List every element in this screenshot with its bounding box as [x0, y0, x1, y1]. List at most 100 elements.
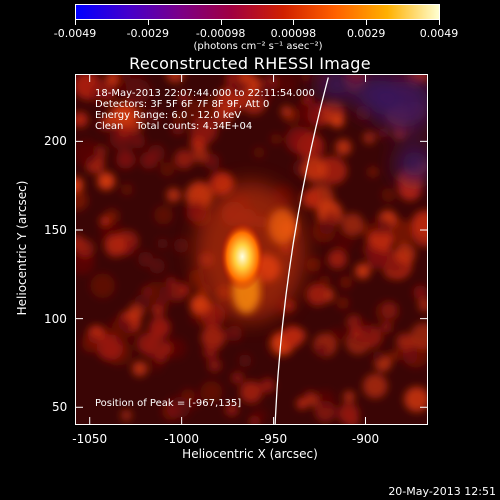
negative-blob	[317, 74, 353, 102]
x-tick-label: -950	[259, 432, 288, 446]
emission-blob	[189, 116, 218, 145]
emission-blob	[367, 249, 387, 269]
emission-blob	[388, 219, 415, 245]
emission-blob	[238, 74, 252, 84]
x-tick-label: -900	[351, 432, 380, 446]
detectors-text: Detectors: 3F 5F 6F 7F 8F 9F, Att 0	[95, 99, 270, 110]
emission-blob	[130, 133, 146, 149]
x-tick-label: -1000	[164, 432, 200, 446]
emission-blob	[159, 285, 172, 298]
emission-blob	[281, 325, 304, 348]
emission-blob	[212, 104, 234, 125]
colorbar-tick	[293, 20, 295, 25]
emission-blob	[320, 100, 345, 125]
emission-blob	[164, 337, 187, 360]
emission-blob	[156, 237, 169, 250]
emission-blob	[97, 172, 116, 190]
y-tick-label: 50	[52, 400, 68, 415]
emission-blob	[162, 402, 180, 421]
emission-blob	[252, 407, 268, 423]
emission-blob	[295, 98, 324, 126]
flare-core	[220, 222, 265, 291]
emission-blob	[204, 153, 220, 170]
emission-blob	[201, 325, 226, 350]
clean-counts-text: Clean Total counts: 4.34E+04	[95, 121, 253, 132]
emission-blob	[395, 243, 416, 264]
emission-blob	[367, 166, 379, 178]
emission-blob	[183, 391, 201, 409]
emission-blob	[231, 371, 244, 384]
emission-blob	[116, 329, 133, 346]
emission-blob	[75, 190, 88, 211]
emission-blob	[154, 350, 168, 363]
emission-blob	[149, 258, 166, 274]
emission-blob	[167, 281, 188, 302]
emission-blob	[189, 313, 201, 324]
y-tick-label: 150	[44, 223, 67, 237]
emission-blob	[160, 161, 175, 177]
colorbar	[75, 4, 440, 20]
emission-blob	[200, 380, 223, 404]
emission-blob	[75, 177, 84, 193]
emission-blob	[418, 298, 428, 312]
emission-blob	[186, 202, 207, 223]
emission-blob	[145, 108, 161, 123]
colorbar-tick	[220, 20, 222, 25]
emission-blob	[306, 257, 321, 272]
emission-blob	[153, 205, 174, 225]
emission-blob	[226, 325, 243, 342]
emission-blob	[389, 349, 401, 361]
emission-blob	[335, 139, 352, 156]
emission-blob	[343, 390, 355, 403]
emission-blob	[319, 275, 331, 287]
y-tick-label: 200	[44, 134, 67, 149]
emission-blob	[137, 251, 154, 267]
x-axis-label: Heliocentric X (arcsec)	[182, 447, 318, 461]
emission-blob	[410, 322, 428, 350]
emission-blob	[171, 122, 185, 136]
emission-blob	[198, 309, 216, 328]
emission-blob	[362, 131, 376, 145]
emission-blob	[276, 74, 298, 95]
emission-blob	[270, 133, 282, 145]
emission-blob	[208, 358, 222, 372]
colorbar-tick-label: 0.00098	[270, 27, 317, 40]
colorbar-units: (photons cm⁻² s⁻¹ asec⁻²)	[193, 41, 323, 52]
emission-blob	[336, 296, 350, 310]
emission-blob	[327, 249, 347, 269]
colorbar-tick	[75, 20, 76, 25]
emission-blob	[75, 111, 89, 128]
emission-blob	[260, 378, 275, 393]
emission-blob	[225, 402, 239, 417]
emission-blob	[362, 373, 388, 399]
emission-blob	[300, 74, 312, 82]
emission-blob	[136, 332, 159, 355]
energy-range-text: Energy Range: 6.0 - 12.0 keV	[95, 110, 242, 121]
emission-blob	[174, 149, 194, 169]
emission-blob	[75, 250, 95, 275]
emission-blob	[202, 345, 218, 361]
emission-blob	[178, 91, 190, 103]
emission-blob	[140, 151, 158, 170]
emission-blob	[411, 210, 428, 238]
emission-blob	[99, 215, 110, 226]
emission-blob	[120, 183, 133, 196]
emission-blob	[396, 333, 414, 351]
emission-blob	[413, 285, 428, 300]
negative-blob	[395, 144, 428, 184]
negative-region	[317, 74, 428, 184]
emission-blob	[341, 213, 364, 236]
emission-blob	[355, 263, 371, 279]
emission-blob	[90, 273, 116, 299]
emission-blob	[155, 295, 170, 310]
emission-blob	[296, 397, 308, 410]
emission-blob	[381, 321, 392, 333]
emission-blob	[240, 381, 263, 404]
colorbar-tick-label: -0.00098	[195, 27, 246, 40]
emission-blob	[96, 334, 124, 361]
emission-blob	[238, 353, 252, 368]
emission-blob	[172, 111, 185, 124]
emission-blob	[118, 125, 131, 138]
solar-limb	[274, 77, 329, 425]
emission-blob	[378, 127, 389, 138]
